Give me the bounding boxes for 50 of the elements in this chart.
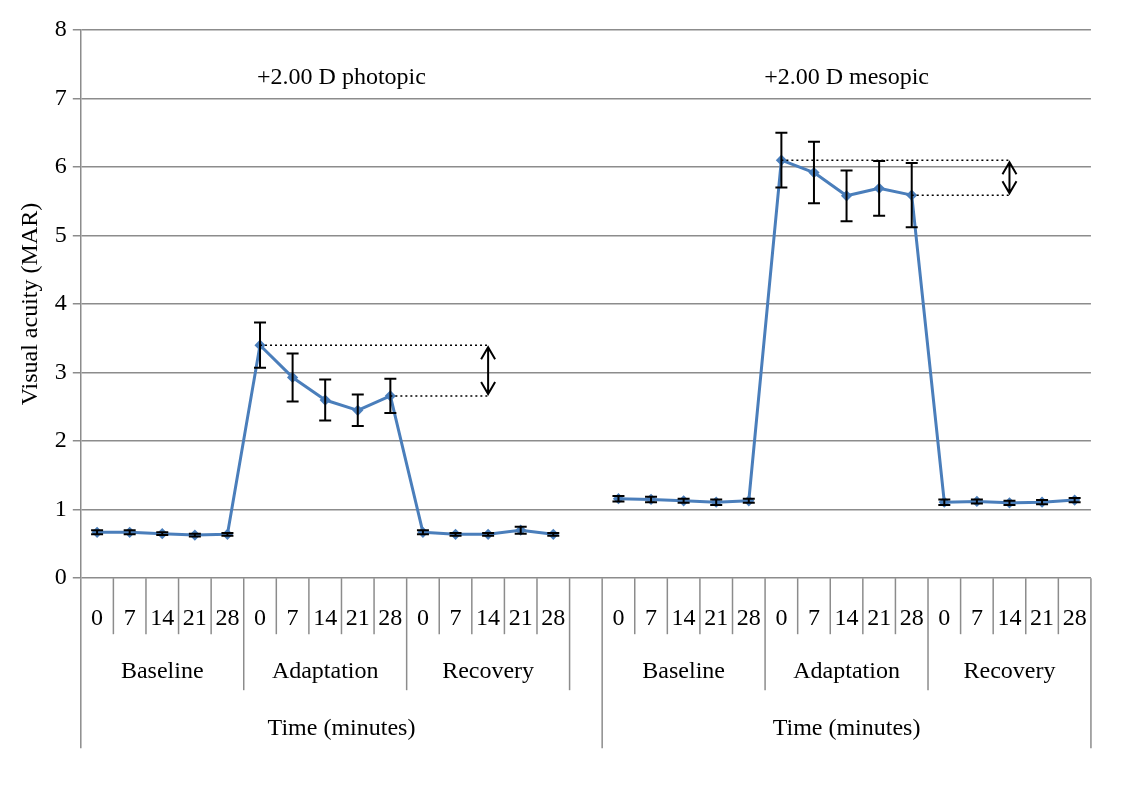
y-tick-label: 3 [54, 357, 67, 384]
text: Baseline [642, 657, 725, 684]
x-tick-label: 7 [286, 603, 299, 630]
x-tick-label: 28 [899, 603, 924, 630]
x-tick-label: 28 [541, 603, 566, 630]
x-tick-label: 7 [645, 603, 658, 630]
x-tick-label: 0 [416, 603, 429, 630]
y-tick-label: 5 [54, 220, 67, 247]
x-tick-label: 21 [345, 603, 370, 630]
y-tick-label: 8 [54, 15, 67, 42]
x-tick-label: 7 [123, 603, 136, 630]
x-tick-label: 28 [1062, 603, 1087, 630]
x-tick-label: 21 [867, 603, 892, 630]
x-tick-label: 21 [1030, 603, 1055, 630]
y-tick-label: 0 [54, 563, 67, 590]
x-tick-label: 0 [775, 603, 788, 630]
x-tick-label: 0 [938, 603, 951, 630]
x-tick-label: 14 [671, 603, 696, 630]
x-tick-label: 28 [215, 603, 240, 630]
text: Recovery [963, 657, 1056, 684]
y-tick-label: 4 [54, 289, 67, 316]
y-tick-label: 7 [54, 83, 67, 110]
x-tick-label: 0 [254, 603, 267, 630]
x-tick-label: 0 [612, 603, 625, 630]
x-tick-label: 28 [378, 603, 403, 630]
y-tick-label: 6 [54, 152, 67, 179]
x-tick-label: 14 [313, 603, 338, 630]
x-tick-label: 14 [834, 603, 859, 630]
annotation: +2.00 D mesopic [764, 63, 929, 90]
x-tick-label: 14 [997, 603, 1022, 630]
y-tick-label: 1 [54, 494, 67, 521]
y-axis-title: Visual acuity (MAR) [15, 202, 42, 406]
x-tick-label: 0 [91, 603, 104, 630]
x-tick-label: 7 [970, 603, 983, 630]
x-tick-label: 21 [704, 603, 729, 630]
x-tick-label: 21 [508, 603, 533, 630]
x-tick-label: 14 [150, 603, 175, 630]
text: Time (minutes) [267, 714, 416, 741]
text: Adaptation [793, 657, 900, 684]
annotation: +2.00 D photopic [257, 63, 426, 90]
text: Time (minutes) [772, 714, 921, 741]
y-tick-label: 2 [54, 426, 67, 453]
x-tick-label: 28 [736, 603, 761, 630]
x-tick-label: 14 [476, 603, 501, 630]
text: Recovery [442, 657, 535, 684]
text: Adaptation [271, 657, 379, 684]
x-tick-label: 7 [449, 603, 462, 630]
x-tick-label: 21 [182, 603, 207, 630]
text: Baseline [120, 657, 204, 684]
x-tick-label: 7 [807, 603, 820, 630]
